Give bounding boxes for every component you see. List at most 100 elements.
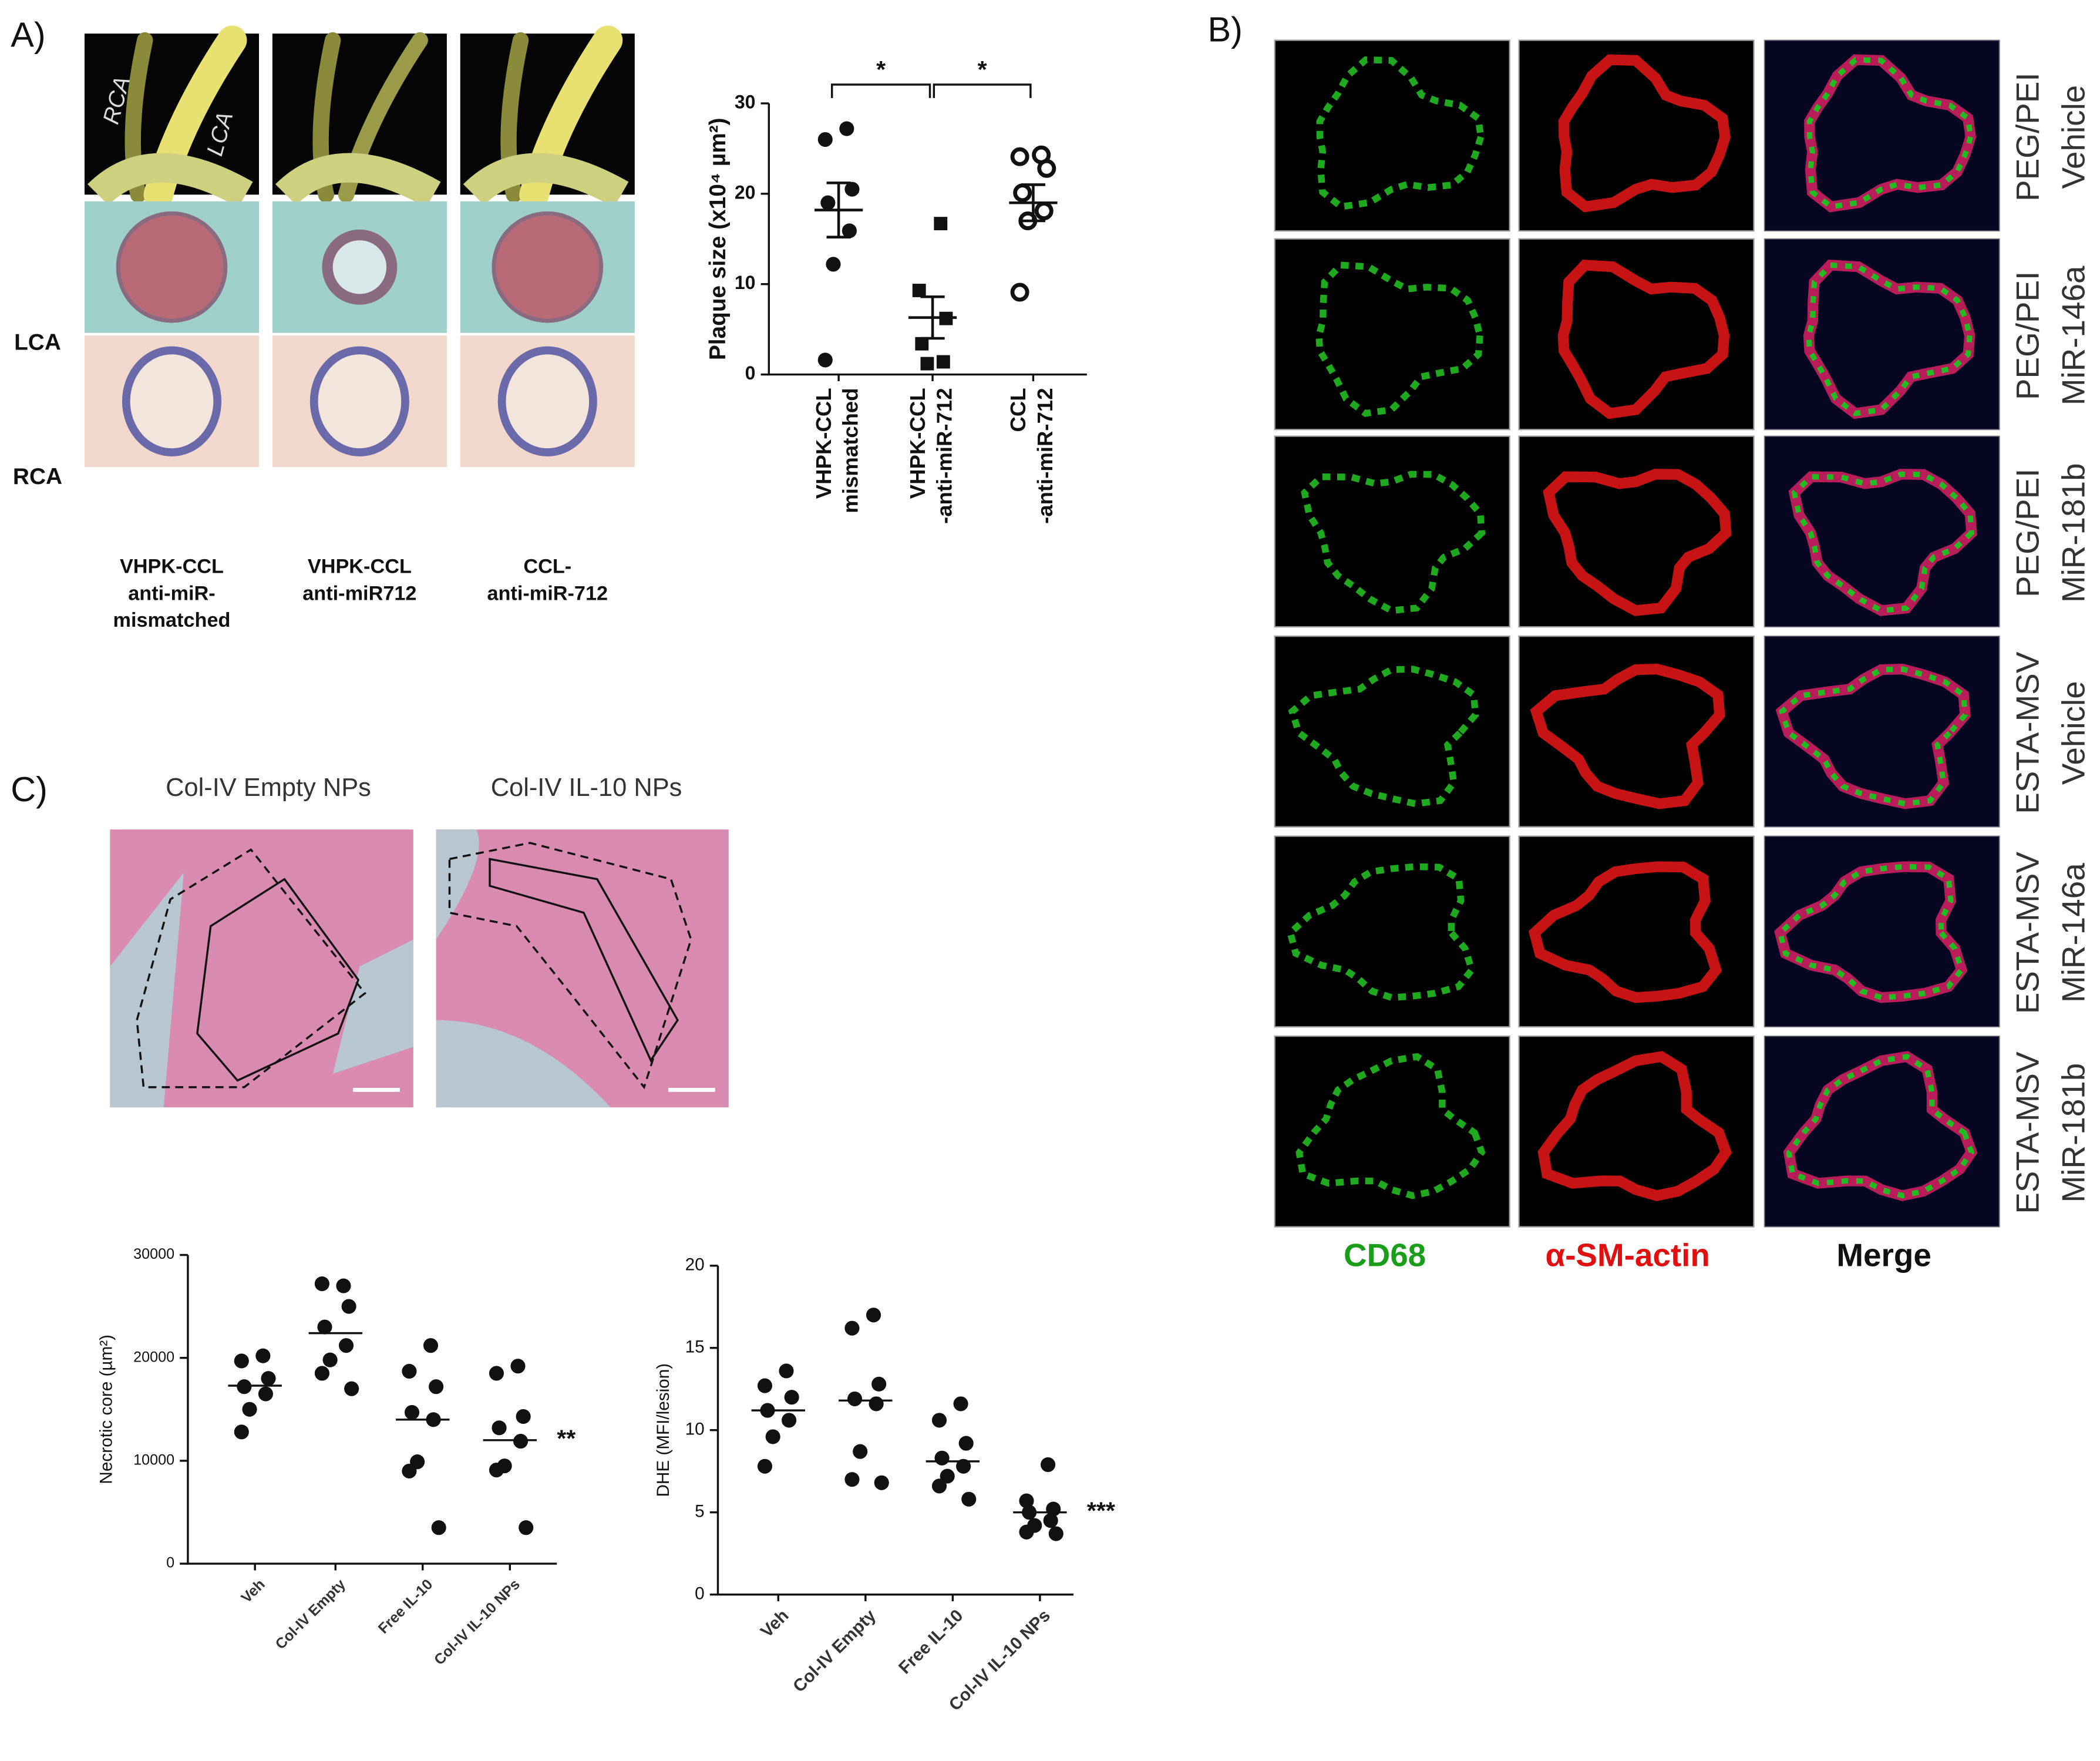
data-point — [431, 1520, 446, 1535]
stain — [1778, 666, 1968, 806]
data-point — [871, 1376, 887, 1392]
data-point — [516, 1409, 531, 1424]
data-point — [510, 1359, 526, 1374]
data-point — [956, 1458, 971, 1474]
column-label: CD68 — [1344, 1237, 1426, 1273]
stain — [1543, 469, 1732, 616]
y-axis-label: DHE (MFI/lesion) — [654, 1363, 673, 1497]
data-point — [958, 1436, 974, 1451]
data-point — [817, 132, 833, 147]
x-tick-label: Free IL-10 — [895, 1606, 967, 1678]
row-label: PEG/PEI — [2010, 271, 2046, 400]
data-point — [1019, 1493, 1034, 1508]
y-axis-label: Plaque size (x10⁴ µm²) — [705, 117, 731, 360]
data-point — [853, 1444, 868, 1459]
x-tick-label: Col-IV Empty — [272, 1576, 349, 1652]
data-point — [322, 1352, 338, 1367]
error-bar — [1021, 183, 1046, 223]
data-point — [338, 1338, 354, 1353]
tissue — [1764, 40, 2000, 231]
y-tick-label: 20 — [735, 182, 756, 203]
data-point — [765, 1429, 780, 1444]
micrograph — [1518, 435, 1755, 628]
data-point — [234, 1424, 249, 1440]
caption: anti-miR-712 — [487, 582, 608, 604]
data-point — [336, 1278, 351, 1293]
bracket — [933, 83, 1032, 98]
x-tick-label: Col-IV IL-10 NPs — [431, 1576, 523, 1668]
x-tick-label: mismatched — [839, 388, 863, 513]
row-label: Vehicle — [2055, 681, 2091, 785]
data-point — [869, 1396, 884, 1412]
micrograph — [1274, 39, 1510, 232]
bracket — [830, 83, 931, 98]
data-point — [839, 121, 854, 136]
data-point — [920, 357, 934, 371]
lesion — [322, 229, 398, 305]
y-tick-label: 0 — [745, 362, 756, 384]
caption: VHPK-CCL — [308, 556, 412, 578]
stain — [1316, 56, 1485, 210]
row-label: MiR-181b — [2055, 463, 2091, 603]
column-label: α-SM-actin — [1545, 1237, 1709, 1273]
stain — [1301, 471, 1486, 614]
data-point — [404, 1404, 420, 1420]
data-point — [931, 1413, 947, 1428]
lumen — [436, 829, 611, 1108]
row-label: MiR-181b — [2055, 1063, 2091, 1203]
data-point — [519, 1520, 534, 1535]
x-tick-label: -anti-miR-712 — [1033, 388, 1057, 524]
data-point — [242, 1402, 257, 1417]
stain — [1528, 861, 1722, 1003]
data-point — [826, 257, 841, 272]
stain — [1777, 863, 1965, 1000]
caption: anti-miR- — [128, 582, 215, 604]
panel-label: B) — [1207, 10, 1242, 49]
data-point — [934, 217, 948, 231]
data-point — [423, 1338, 439, 1353]
stain — [1530, 663, 1725, 809]
data-point — [1037, 159, 1056, 178]
data-point — [513, 1434, 529, 1449]
data-point — [817, 352, 833, 368]
data-point — [782, 1413, 797, 1428]
y-tick-label: 10000 — [133, 1452, 174, 1468]
x-tick-label: VHPK-CCL — [906, 388, 930, 499]
row-label: ESTA-MSV — [2010, 651, 2046, 814]
vessel-ring — [122, 346, 222, 456]
stain — [1286, 863, 1476, 1002]
vessel-ring — [309, 346, 409, 456]
vessel — [275, 153, 441, 208]
stain — [1295, 1053, 1486, 1199]
row-label: RCA — [13, 464, 62, 489]
data-point — [961, 1491, 977, 1507]
row-label: MiR-146a — [2055, 863, 2091, 1003]
data-point — [261, 1371, 276, 1386]
micrograph — [1274, 635, 1510, 828]
data-point — [912, 284, 926, 297]
caption: CCL- — [523, 556, 571, 578]
stain — [1558, 54, 1731, 213]
data-point — [489, 1366, 504, 1381]
data-point — [317, 1319, 332, 1335]
y-tick-label: 20000 — [133, 1349, 174, 1365]
outline — [489, 858, 679, 1063]
error-bar — [826, 182, 851, 238]
vessel-ring — [497, 346, 597, 456]
data-point — [1043, 1513, 1058, 1528]
data-point — [757, 1458, 773, 1474]
stain — [1288, 666, 1479, 808]
x-tick-label: CCL — [1006, 388, 1030, 432]
micrograph — [1274, 238, 1510, 431]
data-point — [934, 1450, 950, 1466]
data-point — [341, 1299, 356, 1314]
row-label: Vehicle — [2055, 85, 2091, 189]
caption: VHPK-CCL — [120, 556, 224, 578]
data-point — [936, 355, 950, 369]
caption: anti-miR712 — [302, 582, 416, 604]
row-label: PEG/PEI — [2010, 72, 2046, 201]
outline — [448, 842, 692, 1090]
data-point — [492, 1420, 507, 1436]
data-point — [1034, 201, 1054, 221]
data-point — [842, 223, 857, 238]
